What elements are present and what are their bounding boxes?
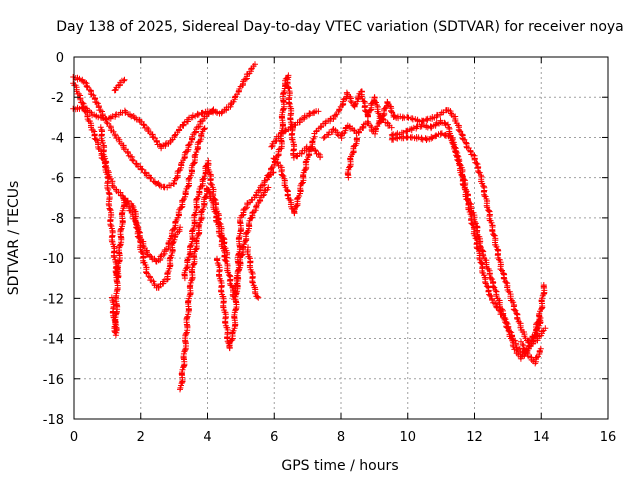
series-track-o xyxy=(320,113,395,142)
plus-markers xyxy=(264,72,324,181)
x-tick-label: 14 xyxy=(533,430,550,445)
series-track-d xyxy=(97,124,184,291)
x-tick-label: 8 xyxy=(337,430,345,445)
y-axis-label: SDTVAR / TECUs xyxy=(6,181,22,296)
series-track-k xyxy=(264,72,324,181)
axis-ticks: 0 2 4 6 8 10 12 14 16 0 -2 -4 -6 -8 -10 -12 -14 -16 -18 xyxy=(43,51,617,445)
series-track-h xyxy=(213,169,277,352)
data-marks xyxy=(70,61,549,393)
series-track-j xyxy=(244,244,262,301)
y-tick-label: -10 xyxy=(43,252,64,267)
x-tick-label: 2 xyxy=(137,430,145,445)
x-tick-label: 0 xyxy=(70,430,78,445)
y-tick-label: 0 xyxy=(56,51,64,66)
plus-markers xyxy=(518,338,544,367)
series-track-l xyxy=(270,133,318,217)
plus-markers xyxy=(320,113,395,142)
plus-markers xyxy=(270,133,318,217)
x-tick-label: 12 xyxy=(466,430,483,445)
series-track-q xyxy=(390,107,548,346)
series-track-e xyxy=(108,264,121,339)
y-tick-label: -6 xyxy=(51,172,64,187)
y-tick-label: -14 xyxy=(43,333,64,348)
series-track-p xyxy=(344,135,360,181)
plus-markers xyxy=(213,169,277,352)
y-tick-label: -16 xyxy=(43,373,64,388)
plus-markers xyxy=(70,74,217,191)
x-axis-label: GPS time / hours xyxy=(281,458,398,474)
series-track-t xyxy=(518,338,544,367)
series-track-s xyxy=(388,130,549,358)
x-tick-label: 10 xyxy=(399,430,416,445)
plus-markers xyxy=(108,264,121,339)
plus-markers xyxy=(390,107,548,346)
y-tick-label: -2 xyxy=(51,91,64,106)
y-tick-label: -18 xyxy=(43,413,64,428)
series-track-f xyxy=(111,76,128,94)
plus-markers xyxy=(268,108,322,150)
x-tick-label: 6 xyxy=(270,430,278,445)
chart-title: Day 138 of 2025, Sidereal Day-to-day VTE… xyxy=(56,19,624,35)
plus-markers xyxy=(344,135,360,181)
series-track-m xyxy=(268,108,322,150)
plus-markers xyxy=(388,130,549,358)
x-tick-label: 4 xyxy=(203,430,211,445)
y-tick-label: -4 xyxy=(51,131,64,146)
plus-markers xyxy=(97,124,184,291)
x-tick-label: 16 xyxy=(600,430,617,445)
plus-markers xyxy=(111,76,128,94)
plus-markers xyxy=(181,157,231,282)
series-track-a xyxy=(70,61,258,152)
y-tick-label: -12 xyxy=(43,292,64,307)
plus-markers xyxy=(244,244,262,301)
y-tick-label: -8 xyxy=(51,212,64,227)
plus-markers xyxy=(70,61,258,152)
series-track-i xyxy=(181,157,231,282)
series-track-b xyxy=(70,74,217,191)
